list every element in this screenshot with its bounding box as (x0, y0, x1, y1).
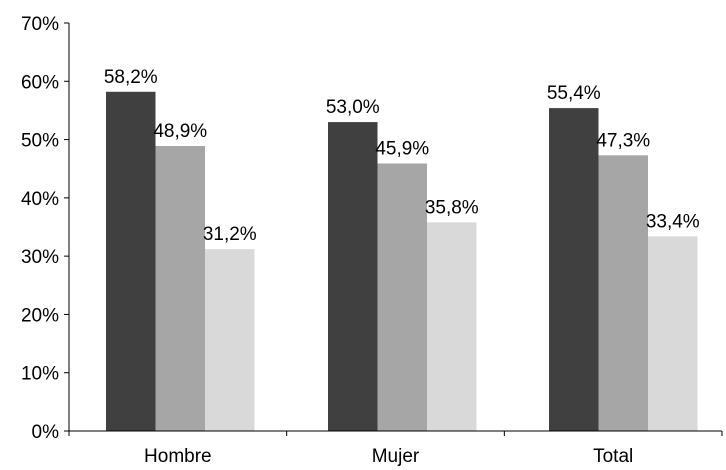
y-tick-label: 0% (32, 422, 60, 443)
y-tick-label: 20% (21, 305, 59, 326)
bar-hombre-3 (205, 249, 255, 431)
bar-mujer-3 (427, 222, 477, 431)
data-label-total-2: 47,3% (596, 130, 650, 151)
y-tick-label: 50% (21, 131, 59, 152)
y-tick-label: 30% (21, 247, 59, 268)
bar-total-1 (549, 108, 599, 432)
data-label-mujer-3: 35,8% (425, 197, 479, 218)
axes-layer (64, 22, 723, 436)
y-tick-label: 60% (21, 72, 59, 93)
data-label-mujer-1: 53,0% (326, 97, 380, 118)
y-tick-label: 70% (21, 14, 59, 35)
labels-layer: 58,2% 53,0% 55,4% 48,9% 45,9% 47,3% 31,2% 35,8%… (21, 14, 700, 467)
bar-mujer-1 (328, 122, 378, 431)
y-tick-label: 40% (21, 189, 59, 210)
x-category-label: Mujer (372, 446, 420, 467)
data-label-total-3: 33,4% (646, 211, 700, 232)
bars-layer (106, 91, 698, 432)
bar-hombre-2 (155, 145, 205, 432)
bar-total-3 (648, 236, 698, 431)
bar-mujer-2 (377, 163, 427, 431)
data-label-mujer-2: 45,9% (375, 138, 429, 159)
x-category-label: Total (593, 446, 633, 467)
bar-hombre-1 (106, 91, 156, 431)
x-category-label: Hombre (144, 446, 212, 467)
bar-total-2 (598, 155, 648, 431)
y-tick-label: 10% (21, 364, 59, 385)
data-label-hombre-3: 31,2% (203, 224, 257, 245)
data-label-total-1: 55,4% (547, 83, 601, 104)
data-label-hombre-1: 58,2% (104, 67, 158, 88)
data-label-hombre-2: 48,9% (153, 121, 207, 142)
